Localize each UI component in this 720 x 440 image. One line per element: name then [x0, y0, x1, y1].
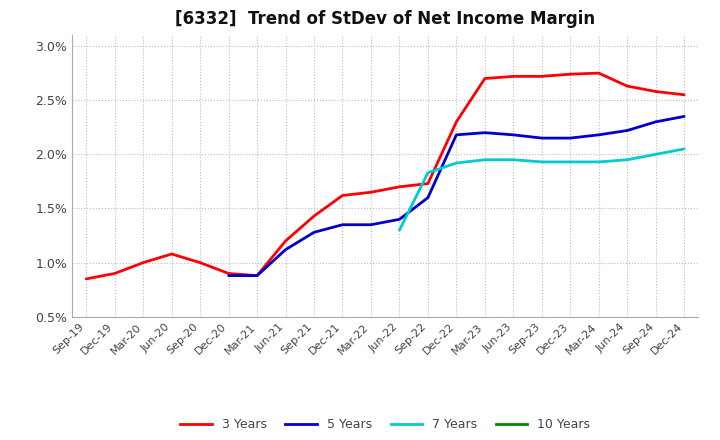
5 Years	[680, 114, 688, 119]
3 Years	[225, 271, 233, 276]
5 Years	[652, 119, 660, 125]
7 Years	[595, 159, 603, 165]
5 Years	[395, 216, 404, 222]
7 Years	[537, 159, 546, 165]
5 Years	[366, 222, 375, 227]
5 Years	[423, 195, 432, 200]
5 Years	[282, 247, 290, 252]
3 Years	[480, 76, 489, 81]
3 Years	[139, 260, 148, 265]
3 Years	[110, 271, 119, 276]
7 Years	[623, 157, 631, 162]
Title: [6332]  Trend of StDev of Net Income Margin: [6332] Trend of StDev of Net Income Marg…	[175, 10, 595, 28]
3 Years	[310, 213, 318, 219]
3 Years	[253, 273, 261, 278]
3 Years	[566, 72, 575, 77]
5 Years	[338, 222, 347, 227]
5 Years	[480, 130, 489, 136]
7 Years	[395, 227, 404, 233]
3 Years	[595, 70, 603, 76]
3 Years	[452, 119, 461, 125]
3 Years	[423, 181, 432, 186]
5 Years	[537, 136, 546, 141]
3 Years	[623, 84, 631, 89]
5 Years	[310, 230, 318, 235]
3 Years	[282, 238, 290, 244]
5 Years	[623, 128, 631, 133]
5 Years	[566, 136, 575, 141]
5 Years	[253, 273, 261, 278]
Legend: 3 Years, 5 Years, 7 Years, 10 Years: 3 Years, 5 Years, 7 Years, 10 Years	[176, 413, 595, 436]
3 Years	[196, 260, 204, 265]
3 Years	[652, 89, 660, 94]
5 Years	[595, 132, 603, 137]
Line: 5 Years: 5 Years	[229, 117, 684, 275]
5 Years	[509, 132, 518, 137]
3 Years	[338, 193, 347, 198]
Line: 3 Years: 3 Years	[86, 73, 684, 279]
3 Years	[395, 184, 404, 190]
7 Years	[480, 157, 489, 162]
7 Years	[423, 170, 432, 176]
5 Years	[225, 273, 233, 278]
Line: 7 Years: 7 Years	[400, 149, 684, 230]
3 Years	[509, 74, 518, 79]
3 Years	[167, 251, 176, 257]
3 Years	[82, 276, 91, 282]
7 Years	[680, 146, 688, 151]
5 Years	[452, 132, 461, 137]
7 Years	[509, 157, 518, 162]
7 Years	[652, 152, 660, 157]
3 Years	[680, 92, 688, 97]
3 Years	[366, 190, 375, 195]
7 Years	[566, 159, 575, 165]
7 Years	[452, 160, 461, 165]
3 Years	[537, 74, 546, 79]
